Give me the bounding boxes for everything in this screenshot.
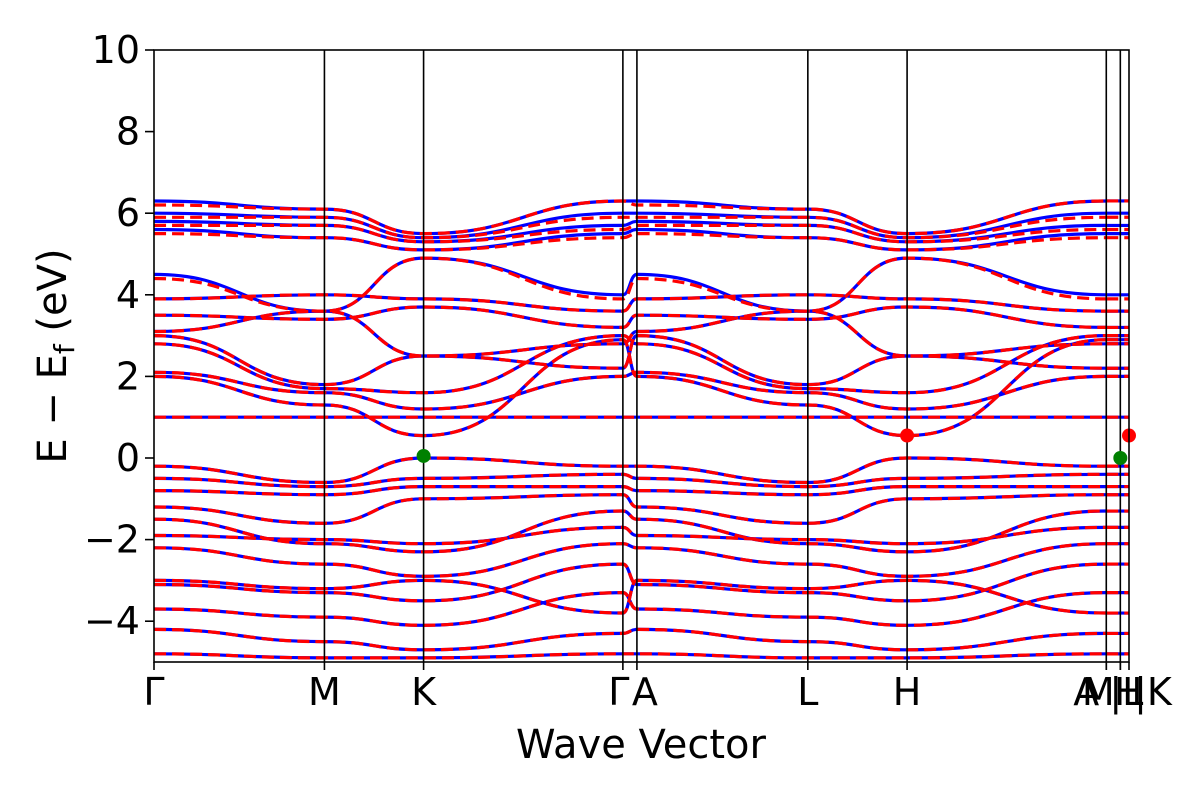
y-tick-label: 0	[116, 436, 140, 480]
y-tick-label: 2	[116, 354, 140, 398]
y-tick-label: −4	[84, 599, 140, 643]
y-axis: 10 8 6 4 2 0 −2 −4	[84, 28, 154, 643]
vbm-marker-2	[1113, 451, 1128, 465]
x-axis: Γ M K Γ A L H AM|LH|K	[143, 662, 1173, 715]
x-tick-label: A	[632, 670, 658, 714]
x-tick-label: H	[893, 670, 922, 714]
spin-up-band-8	[154, 493, 1108, 525]
x-axis-title: Wave Vector	[516, 722, 767, 768]
y-tick-label: 6	[116, 191, 140, 235]
y-axis-title: E − Ef (eV)	[30, 248, 81, 463]
y-tick-label: 8	[116, 110, 140, 154]
y-tick-label: 4	[116, 273, 140, 317]
spin-down-band-3	[154, 562, 1107, 603]
x-tick-label: M	[1082, 670, 1115, 714]
high-symmetry-lines	[323, 50, 1122, 662]
spin-down-band-17	[154, 309, 1107, 358]
x-tick-label: Γ	[143, 670, 164, 714]
x-tick-label: H	[1114, 670, 1143, 714]
x-tick-label: M	[308, 670, 341, 714]
x-tick-label: |K	[1134, 670, 1173, 715]
extrema-markers	[416, 428, 1136, 465]
x-tick-label: A	[1073, 670, 1099, 714]
x-tick-label: |L	[1109, 670, 1143, 715]
y-axis-title-main: E − E	[30, 354, 76, 464]
plot-frame	[153, 49, 1130, 663]
x-tick-label: L	[797, 670, 818, 714]
y-tick-label: 10	[92, 28, 140, 72]
cbm-marker-1	[900, 428, 915, 443]
y-tick-label: −2	[84, 518, 140, 562]
y-axis-title-sub: f	[48, 343, 81, 354]
y-axis-title-unit: (eV)	[30, 248, 76, 344]
bands-layer	[154, 199, 1129, 660]
vbm-marker-0	[416, 448, 431, 463]
x-tick-label: Γ	[608, 670, 629, 714]
x-tick-label: K	[411, 670, 437, 714]
